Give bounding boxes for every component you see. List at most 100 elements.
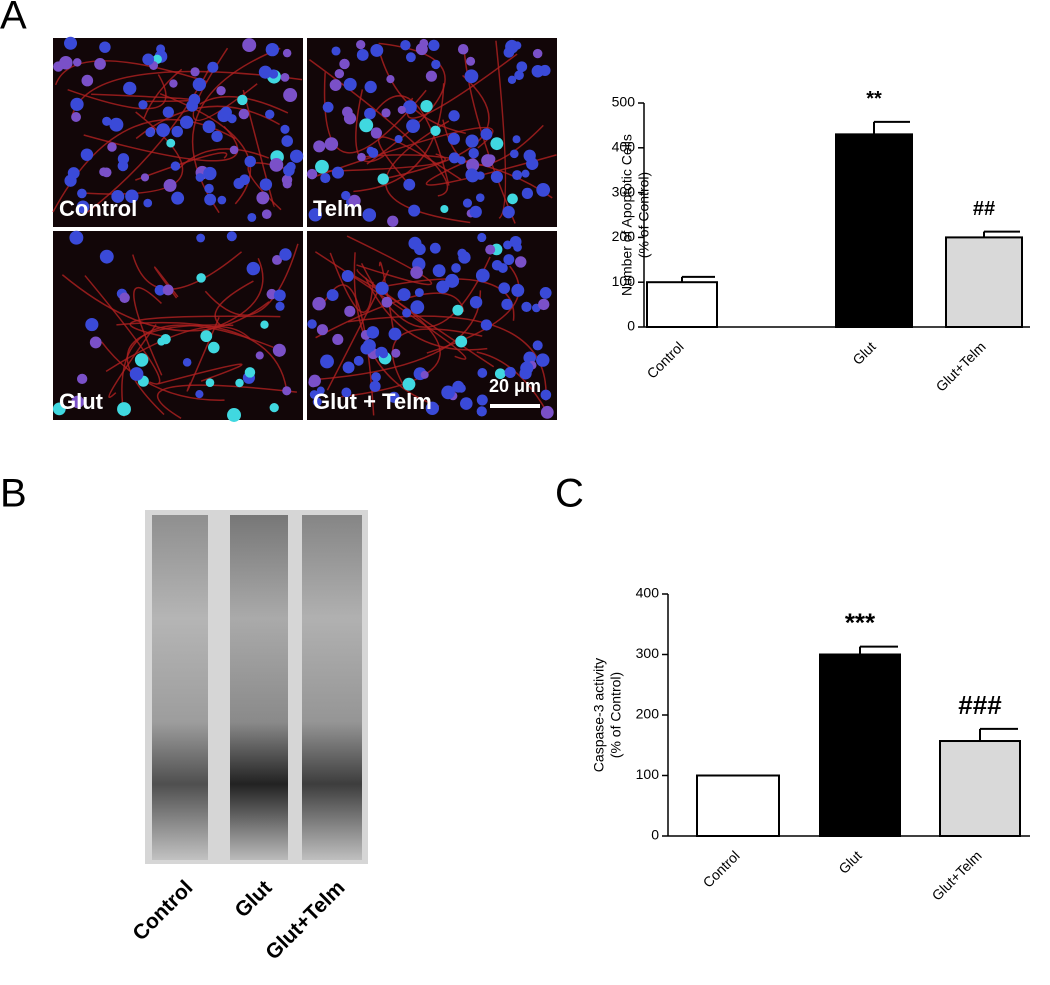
nucleus (226, 231, 237, 242)
nucleus (192, 77, 207, 92)
nucleus (425, 70, 438, 82)
nucleus (468, 147, 479, 159)
neurite (84, 275, 161, 385)
nucleus (539, 286, 552, 299)
nucleus (169, 79, 178, 88)
neurite (326, 269, 390, 391)
nucleus (312, 397, 322, 407)
nucleus (163, 178, 177, 192)
nucleus (440, 204, 449, 214)
gel-lane (230, 515, 288, 860)
nucleus (394, 135, 403, 144)
neurite (156, 384, 297, 419)
nucleus (246, 261, 261, 276)
nucleus (220, 106, 232, 119)
nucleus (322, 101, 334, 113)
nucleus (519, 367, 532, 380)
nucleus (89, 336, 102, 349)
nucleus (70, 97, 84, 112)
x-tick-label: Control (700, 847, 743, 890)
micrograph-label: Telm (313, 196, 363, 221)
nucleus (111, 190, 125, 203)
nucleus (69, 230, 84, 245)
nucleus (76, 373, 88, 385)
nucleus (283, 88, 298, 103)
nucleus (514, 70, 524, 81)
x-tick-label: Control (644, 338, 687, 381)
nucleus (507, 75, 517, 84)
nucleus (217, 195, 227, 205)
nucleus (375, 281, 389, 295)
nucleus (99, 249, 114, 264)
nucleus (334, 68, 345, 79)
nucleus (397, 288, 411, 302)
nucleus (400, 40, 411, 51)
nucleus (308, 208, 323, 222)
nucleus (80, 148, 94, 161)
nucleus (369, 380, 381, 392)
nucleus (99, 41, 111, 53)
nucleus (265, 42, 279, 57)
nucleus (145, 127, 155, 138)
nucleus (156, 44, 166, 54)
nucleus (428, 39, 440, 51)
nucleus (368, 147, 379, 158)
nucleus (429, 242, 441, 254)
nucleus (494, 368, 506, 380)
nucleus (477, 232, 487, 243)
nucleus (238, 108, 250, 120)
nucleus (53, 61, 64, 72)
nucleus (326, 289, 339, 302)
nucleus (410, 266, 423, 279)
nucleus (247, 212, 257, 222)
nucleus (420, 99, 433, 113)
nucleus (536, 183, 551, 197)
nucleus (513, 41, 522, 50)
nucleus (341, 387, 352, 398)
neurite (192, 47, 258, 122)
nucleus (469, 296, 483, 309)
nucleus (370, 127, 383, 139)
nucleus (498, 282, 511, 294)
nucleus (521, 187, 534, 199)
nucleus (256, 191, 270, 205)
nucleus (166, 138, 176, 148)
nucleus (265, 109, 275, 120)
nucleus (364, 107, 376, 120)
nucleus (402, 100, 417, 115)
x-tick-label: Glut (835, 847, 865, 877)
nucleus (273, 289, 286, 302)
nucleus (229, 145, 239, 155)
nucleus (156, 123, 171, 138)
nucleus (403, 178, 416, 191)
nucleus (377, 173, 389, 185)
nucleus (196, 273, 206, 283)
nucleus (445, 273, 460, 288)
bar (939, 740, 1021, 838)
nucleus (408, 236, 422, 250)
nucleus (477, 368, 488, 378)
nucleus (523, 149, 536, 162)
y-tick-label: 100 (612, 273, 636, 289)
nucleus (308, 377, 318, 388)
nucleus (502, 205, 515, 219)
nucleus (356, 39, 366, 50)
y-tick-label: 400 (636, 585, 660, 601)
chart: 0 100 200 300 400 500 Number of Apoptotic Cell… (612, 88, 1030, 395)
nucleus (415, 43, 428, 56)
nucleus (102, 116, 112, 126)
nucleus (260, 320, 269, 329)
nucleus (309, 390, 319, 399)
nucleus (67, 167, 80, 179)
nucleus (331, 166, 344, 179)
neurite (346, 235, 433, 286)
chart: 0 100 200 300 400 Caspase-3 activity (% of Con… (591, 585, 1030, 904)
nucleus (227, 408, 242, 422)
nucleus (171, 125, 183, 138)
nucleus (280, 72, 290, 82)
nucleus (475, 193, 485, 202)
nucleus (134, 353, 149, 367)
nucleus (362, 208, 377, 222)
nucleus (379, 349, 389, 359)
nucleus (476, 406, 487, 417)
